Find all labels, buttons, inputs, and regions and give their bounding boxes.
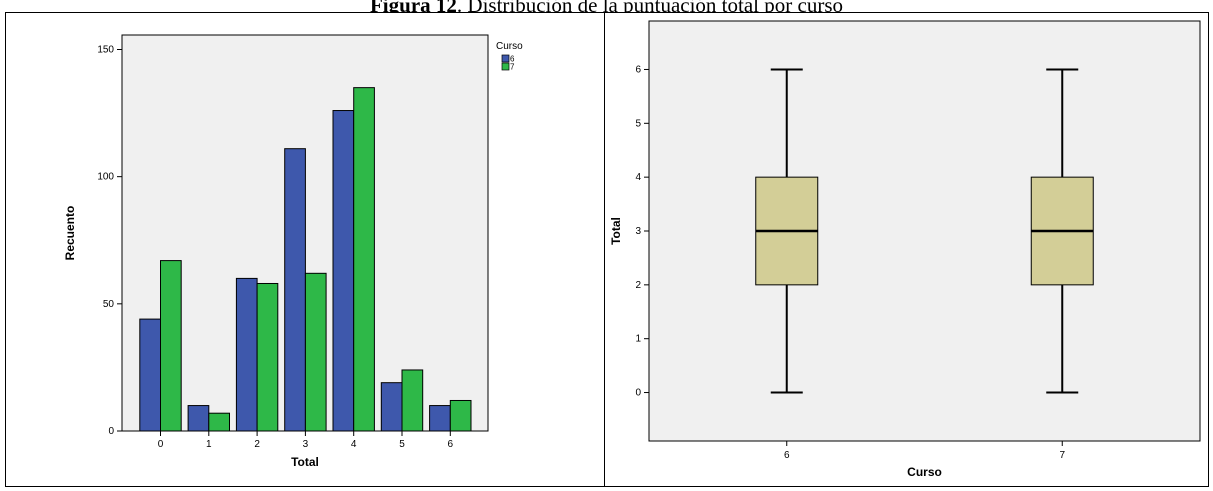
bar-series-6 bbox=[429, 405, 451, 432]
legend-title: Curso bbox=[496, 41, 523, 52]
legend-swatch-7 bbox=[501, 62, 510, 71]
y-tick-label: 4 bbox=[635, 172, 641, 183]
bar-series-6 bbox=[284, 148, 306, 432]
y-tick-label: 3 bbox=[635, 226, 641, 237]
bar-series-6 bbox=[332, 110, 355, 432]
bar-series-7 bbox=[256, 282, 279, 432]
bar-chart-panel: 0 50 100 150 0 1 2 3 4 5 6 Total Recuento Curso 6 7 bbox=[5, 12, 605, 487]
x-tick-label: 1 bbox=[206, 439, 212, 450]
bar-series-7 bbox=[160, 260, 182, 432]
x-tick-label: 4 bbox=[351, 439, 357, 450]
x-tick-label: 6 bbox=[448, 439, 454, 450]
legend-label-7: 7 bbox=[510, 63, 515, 72]
y-tick-label: 0 bbox=[108, 426, 114, 437]
bar-series-7 bbox=[353, 87, 375, 432]
bar-series-6 bbox=[187, 405, 210, 432]
x-tick-label: 2 bbox=[254, 439, 260, 450]
y-tick-label: 50 bbox=[103, 299, 115, 310]
bar-series-6 bbox=[235, 277, 258, 432]
y-tick-label: 150 bbox=[97, 44, 114, 55]
y-tick-label: 1 bbox=[635, 334, 641, 345]
x-axis-title: Curso bbox=[907, 465, 942, 479]
x-tick-label: 6 bbox=[784, 450, 790, 461]
y-tick-label: 6 bbox=[635, 64, 641, 75]
bar-series-7 bbox=[449, 399, 472, 432]
y-tick-label: 0 bbox=[635, 388, 641, 399]
y-tick-label: 100 bbox=[97, 172, 114, 183]
x-tick-label: 0 bbox=[158, 439, 164, 450]
x-tick-label: 3 bbox=[303, 439, 309, 450]
bar-series-7 bbox=[208, 412, 231, 432]
bar-series-6 bbox=[380, 382, 403, 432]
boxplot-panel: 0 1 2 3 4 5 6 6 7 Curso Total bbox=[604, 12, 1209, 487]
plot-area bbox=[648, 20, 1201, 442]
box-plot: 0 1 2 3 4 5 6 6 7 Curso Total bbox=[609, 20, 1201, 479]
legend-swatch-6 bbox=[501, 54, 510, 63]
y-tick-label: 2 bbox=[635, 280, 641, 291]
bar-series-7 bbox=[304, 272, 327, 432]
legend-label-6: 6 bbox=[510, 55, 515, 64]
x-tick-label: 7 bbox=[1059, 450, 1065, 461]
y-tick-label: 5 bbox=[635, 118, 641, 129]
x-axis-title: Total bbox=[291, 455, 319, 469]
y-axis-title: Recuento bbox=[63, 206, 77, 261]
y-axis-title: Total bbox=[609, 217, 623, 245]
bar-series-7 bbox=[401, 369, 424, 432]
bar-series-6 bbox=[139, 318, 162, 432]
x-tick-label: 5 bbox=[399, 439, 405, 450]
